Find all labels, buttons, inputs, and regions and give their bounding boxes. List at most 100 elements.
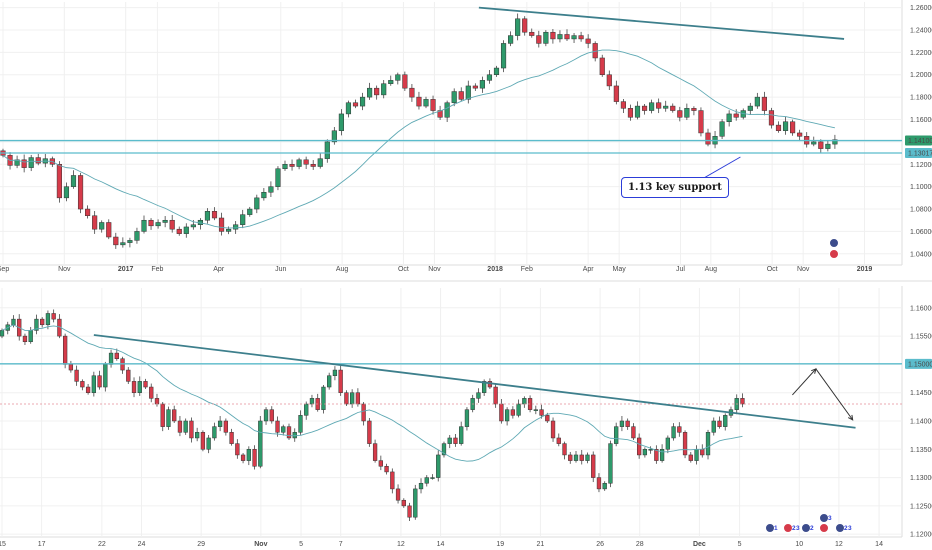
top-candle-body xyxy=(338,113,344,131)
top-candle-body xyxy=(381,83,387,96)
top-x-tick-label: May xyxy=(613,266,627,273)
top-x-tick-label: Nov xyxy=(58,266,71,273)
top-candle-body xyxy=(352,102,359,107)
top-candle-body xyxy=(493,67,500,75)
bottom-candle-body xyxy=(562,443,567,456)
bottom-candle-body xyxy=(614,426,619,444)
top-candle-body xyxy=(70,175,77,187)
top-candle-body xyxy=(458,91,464,100)
event-badge-count: 3 xyxy=(848,525,852,532)
bottom-candle-body xyxy=(407,505,412,518)
bottom-candle-body xyxy=(516,403,521,416)
bottom-candle-body xyxy=(636,437,642,456)
bottom-x-tick-label: 12 xyxy=(397,541,405,548)
bottom-candle-body xyxy=(252,449,257,467)
bottom-candle-body xyxy=(154,398,160,405)
top-candle-body xyxy=(775,124,782,131)
bottom-y-tick-label: 1.13500 xyxy=(910,447,932,454)
bottom-y-tick-label: 1.15500 xyxy=(910,334,932,341)
top-candle-body xyxy=(310,164,316,167)
bottom-moving-average-line xyxy=(1,324,743,462)
bottom-candle-body xyxy=(229,432,234,444)
bottom-candle-body xyxy=(740,398,745,405)
bottom-candle-body xyxy=(619,420,625,427)
top-candle-body xyxy=(649,102,655,111)
top-x-tick-label: Nov xyxy=(428,266,441,273)
bottom-candle-body xyxy=(499,403,504,422)
top-candle-body xyxy=(797,132,803,137)
bottom-candle-body xyxy=(665,437,670,450)
bottom-candle-body xyxy=(258,420,263,467)
bottom-candle-body xyxy=(126,369,131,382)
bottom-candle-body xyxy=(349,392,355,405)
bottom-candle-body xyxy=(579,454,584,461)
bottom-candle-body xyxy=(705,432,711,456)
bottom-x-tick-label: 22 xyxy=(98,541,106,548)
top-candle-body xyxy=(691,108,697,111)
bottom-candle-body xyxy=(522,398,527,405)
bottom-candle-body xyxy=(309,398,315,405)
bottom-candle-body xyxy=(114,352,119,359)
key-support-annotation[interactable]: 1.13 key support xyxy=(621,177,729,198)
bottom-candle-body xyxy=(0,330,5,337)
bottom-candle-body xyxy=(22,335,28,343)
bottom-candle-body xyxy=(195,432,200,439)
top-candle-body xyxy=(479,80,485,89)
top-candle-body xyxy=(698,110,704,134)
top-candle-body xyxy=(409,87,415,98)
bottom-candle-body xyxy=(200,432,206,450)
top-candle-body xyxy=(754,96,760,107)
top-candle-body xyxy=(825,143,831,149)
top-candle-body xyxy=(141,219,147,232)
top-candle-body xyxy=(324,141,330,159)
top-candle-body xyxy=(663,105,669,109)
top-candle-body xyxy=(430,99,436,111)
top-candle-body xyxy=(113,236,119,246)
event-badge-count: 2 xyxy=(810,525,814,532)
bottom-candle-body xyxy=(694,449,699,461)
bottom-candle-body xyxy=(34,318,39,331)
top-candle-body xyxy=(620,101,626,109)
bottom-event-badge xyxy=(819,513,829,523)
top-candle-body xyxy=(465,85,471,100)
top-candle-body xyxy=(768,110,775,126)
bottom-x-tick-label: 14 xyxy=(437,541,445,548)
top-candle-body xyxy=(606,74,612,87)
bottom-x-tick-label: Dec xyxy=(693,541,706,548)
top-event-badge xyxy=(829,249,839,259)
top-candle-body xyxy=(599,57,605,75)
projection-arrowhead-up xyxy=(811,368,817,374)
bottom-candle-body xyxy=(476,392,481,399)
bottom-candle-body xyxy=(436,454,441,478)
top-moving-average-line xyxy=(2,49,835,229)
bottom-y-tick-label: 1.12000 xyxy=(910,532,932,539)
top-y-tick-label: 1.22000 xyxy=(910,50,932,57)
top-candle-body xyxy=(423,99,429,107)
top-y-tick-label: 1.24000 xyxy=(910,27,932,34)
top-candle-body xyxy=(134,231,140,241)
bottom-y-tick-label: 1.13000 xyxy=(910,475,932,482)
top-candle-body xyxy=(296,159,302,167)
bottom-candle-body xyxy=(378,460,383,467)
bottom-candle-body xyxy=(591,454,596,478)
bottom-candle-body xyxy=(585,454,590,461)
top-candle-body xyxy=(733,113,739,118)
bottom-x-tick-label: 10 xyxy=(795,541,803,548)
bottom-candle-body xyxy=(648,449,653,451)
top-x-tick-label: Feb xyxy=(521,266,533,273)
top-x-tick-label: Feb xyxy=(151,266,163,273)
bottom-candle-body xyxy=(338,369,343,393)
event-badge-count: 3 xyxy=(828,515,832,522)
top-x-tick-label: Nov xyxy=(797,266,810,273)
top-candle-body xyxy=(818,141,824,149)
top-candle-body xyxy=(437,110,443,118)
top-candle-body xyxy=(811,141,817,145)
bottom-candle-body xyxy=(372,443,378,461)
bottom-candle-body xyxy=(700,449,705,456)
bottom-candle-body xyxy=(384,466,389,473)
top-candle-body xyxy=(106,222,112,238)
bottom-candle-body xyxy=(137,381,142,393)
top-candle-body xyxy=(176,228,182,234)
top-candle-body xyxy=(515,18,521,36)
bottom-candle-body xyxy=(246,449,251,461)
